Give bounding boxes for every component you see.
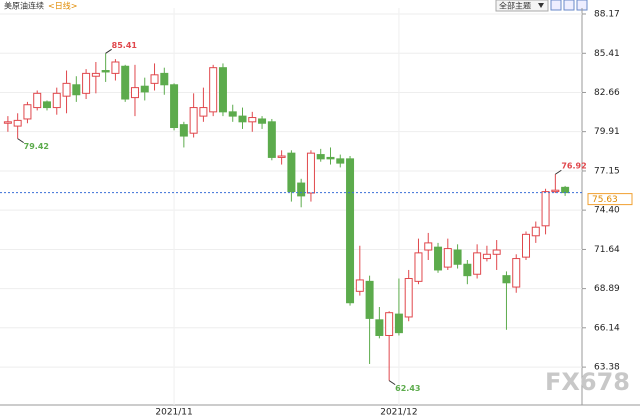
candle-body xyxy=(160,72,169,86)
y-tick-label: 79.91 xyxy=(594,127,620,137)
candle-body xyxy=(297,182,306,197)
dropdown-arrow xyxy=(538,3,544,8)
candle-body xyxy=(424,242,433,251)
y-tick-label: 85.41 xyxy=(594,49,620,59)
annotation-leader xyxy=(17,138,24,144)
candle-body xyxy=(33,92,42,109)
candle-body xyxy=(482,253,491,260)
candle-body xyxy=(336,158,345,164)
candle-body xyxy=(267,121,276,158)
candle-body xyxy=(502,275,511,284)
candle-body xyxy=(42,101,51,109)
candle-body xyxy=(512,258,521,288)
annotation: 76.92 xyxy=(561,162,586,171)
candle-body xyxy=(434,246,443,271)
annotation-leader xyxy=(388,380,396,386)
candle-body xyxy=(62,82,71,97)
chart-title: 美原油连续 xyxy=(4,1,44,11)
candle-body xyxy=(541,191,550,227)
y-tick-label: 66.14 xyxy=(594,323,620,333)
annotation: 85.41 xyxy=(112,41,138,50)
candle-body xyxy=(394,313,403,334)
candle-body xyxy=(218,67,227,113)
annotation-leader xyxy=(555,169,562,175)
candle-body xyxy=(414,252,423,282)
candle-body xyxy=(130,87,139,99)
candle-body xyxy=(473,252,482,275)
candle-body xyxy=(72,84,81,96)
candle-body xyxy=(170,84,179,129)
annotation: 79.42 xyxy=(24,142,49,151)
y-tick-label: 82.66 xyxy=(594,88,620,98)
candle-body xyxy=(258,118,267,124)
candle-body xyxy=(189,107,198,134)
candle-body xyxy=(121,65,130,100)
x-tick-label: 2021/12 xyxy=(380,408,417,418)
candle-body xyxy=(346,158,355,304)
candle-body xyxy=(551,189,560,193)
candle-body xyxy=(326,156,335,160)
candle-body xyxy=(82,72,91,94)
candle-body xyxy=(522,233,531,258)
y-tick-label: 63.38 xyxy=(594,363,620,373)
current-price-box xyxy=(587,193,633,206)
candle-body xyxy=(13,119,22,127)
candle-body xyxy=(287,152,296,193)
candle-body xyxy=(277,155,286,158)
period-label[interactable]: <日线> xyxy=(48,1,77,11)
candle-body xyxy=(150,74,159,84)
candle-body xyxy=(404,278,413,318)
icon-button[interactable] xyxy=(550,0,562,11)
candle-body xyxy=(209,67,218,113)
candle-body xyxy=(463,263,472,277)
icon-button[interactable] xyxy=(563,0,575,11)
candle-body xyxy=(385,312,394,336)
candle-body xyxy=(199,107,208,117)
current-price-label: 75.63 xyxy=(592,195,618,205)
candle-body xyxy=(316,154,325,160)
candle-body xyxy=(101,70,110,73)
candle-body xyxy=(492,249,501,255)
candle-body xyxy=(561,186,570,194)
y-tick-label: 77.15 xyxy=(594,166,620,176)
candle-body xyxy=(453,249,462,265)
candle-body xyxy=(3,121,12,124)
candle-body xyxy=(306,152,315,194)
annotation: 62.43 xyxy=(395,384,420,393)
theme-button[interactable] xyxy=(495,0,549,12)
candle-body xyxy=(228,111,237,117)
theme-button-label[interactable]: 全部主题 xyxy=(499,1,531,11)
candle-body xyxy=(531,226,540,237)
candle-body xyxy=(238,115,247,123)
candle-body xyxy=(91,72,100,77)
candle-body xyxy=(23,104,32,120)
candle-body xyxy=(140,85,149,93)
candle-body xyxy=(179,124,188,137)
candle-body xyxy=(365,280,374,319)
candle-body xyxy=(52,92,61,109)
candle-body xyxy=(248,117,257,123)
candle-body xyxy=(111,61,120,74)
watermark: FX678 xyxy=(545,368,630,396)
annotation-leader xyxy=(105,48,112,54)
y-tick-label: 74.40 xyxy=(594,206,620,216)
candle-body xyxy=(375,319,384,336)
toolbar: 全部主题 xyxy=(495,0,588,12)
candle-body xyxy=(355,279,364,292)
candle-body xyxy=(443,248,452,268)
y-tick-label: 88.17 xyxy=(594,9,620,19)
y-tick-label: 71.64 xyxy=(594,245,620,255)
y-tick-label: 68.89 xyxy=(594,284,620,294)
x-tick-label: 2021/11 xyxy=(155,408,192,418)
